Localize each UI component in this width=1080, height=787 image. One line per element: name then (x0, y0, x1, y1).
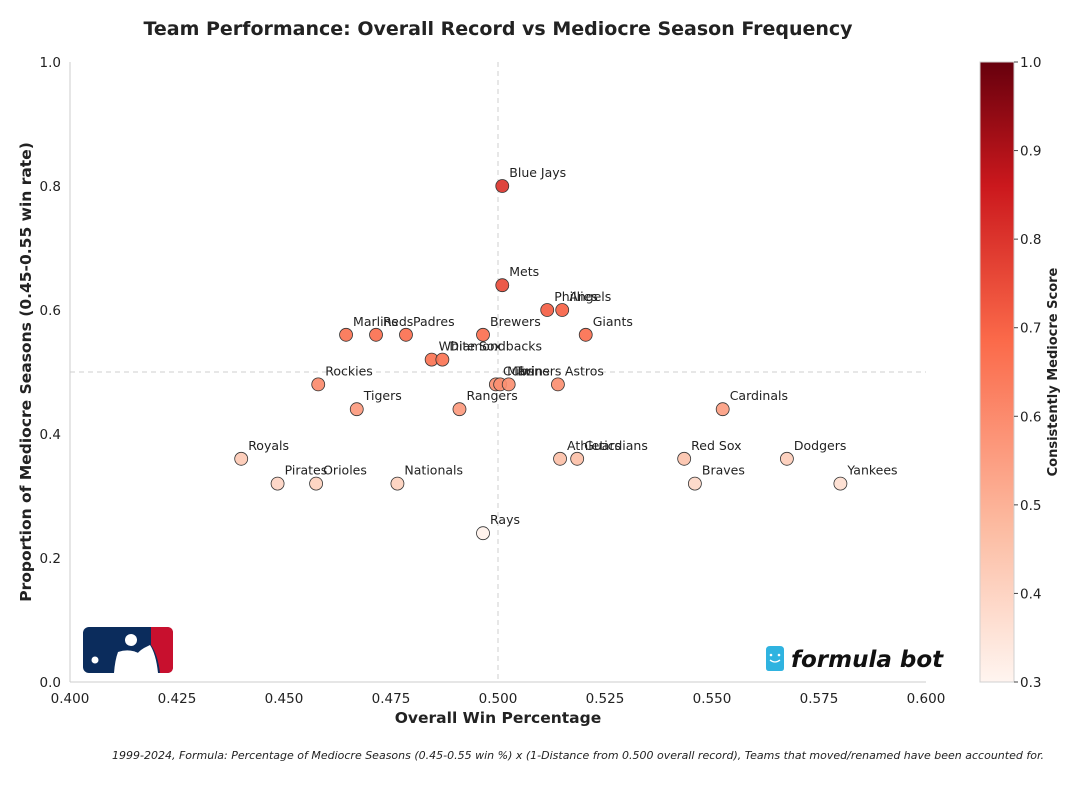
chart-title: Team Performance: Overall Record vs Medi… (143, 18, 853, 40)
x-axis-label: Overall Win Percentage (395, 709, 602, 727)
point-label-reds: Reds (383, 314, 413, 329)
x-tick-label: 0.450 (265, 691, 304, 707)
point-red-sox (677, 451, 692, 466)
point-reds (369, 327, 383, 342)
point-label-mets: Mets (509, 264, 539, 279)
x-tick-label: 0.425 (158, 691, 197, 707)
colorbar: 0.3 0.4 0.5 0.6 0.7 0.8 0.9 1.0 Consistently Me… (979, 55, 1061, 691)
y-axis-label: Proportion of Mediocre Seasons (0.45-0.5… (17, 142, 35, 602)
point-label-guardians: Guardians (584, 438, 648, 453)
point-label-nationals: Nationals (404, 463, 463, 478)
x-tick-label: 0.475 (372, 691, 411, 707)
point-diamondbacks (435, 352, 450, 367)
point-guardians (570, 451, 585, 466)
point-label-rockies: Rockies (325, 363, 373, 378)
x-tick-label: 0.500 (479, 691, 518, 707)
point-marlins (339, 327, 353, 342)
colorbar-tick-label: 0.9 (1020, 144, 1041, 160)
colorbar-tick-label: 1.0 (1020, 55, 1041, 71)
colorbar-ticks: 0.3 0.4 0.5 0.6 0.7 0.8 0.9 1.0 (1014, 55, 1041, 691)
colorbar-tick-label: 0.8 (1020, 232, 1041, 248)
point-label-white-sox: White Sox (439, 339, 502, 354)
y-tick-label: 0.4 (40, 427, 61, 443)
point-label-phillies: Phillies (554, 289, 598, 304)
formula-bot-brand: formula bot (766, 646, 944, 673)
formula-bot-text: formula bot (791, 647, 944, 673)
point-cardinals (715, 402, 730, 417)
point-label-pirates: Pirates (285, 463, 328, 478)
point-athletics (553, 451, 567, 466)
y-tick-label: 1.0 (40, 55, 61, 71)
point-label-mariners: Mariners (507, 363, 561, 378)
colorbar-tick-label: 0.4 (1020, 586, 1041, 602)
point-label-dodgers: Dodgers (794, 438, 846, 453)
colorbar-tick-label: 0.7 (1020, 321, 1041, 337)
point-rangers (452, 402, 467, 417)
point-label-brewers: Brewers (490, 314, 541, 329)
point-label-rays: Rays (490, 512, 520, 527)
x-tick-labels: 0.400 0.425 0.450 0.475 0.500 0.525 0.550 0.575… (51, 691, 946, 707)
point-rays (476, 526, 490, 541)
colorbar-tick-label: 0.5 (1020, 498, 1041, 514)
point-braves (687, 476, 702, 491)
point-label-braves: Braves (702, 463, 745, 478)
x-tick-label: 0.575 (800, 691, 839, 707)
point-label-red-sox: Red Sox (691, 438, 741, 453)
point-label-padres: Padres (413, 314, 455, 329)
point-mets (495, 278, 510, 293)
point-label-marlins: Marlins (353, 314, 398, 329)
point-yankees (833, 476, 848, 491)
y-tick-label: 0.0 (40, 675, 61, 691)
point-brewers (476, 327, 490, 342)
x-tick-label: 0.400 (51, 691, 90, 707)
plot-area: 0.400 0.425 0.450 0.475 0.500 0.525 0.550 0.575… (40, 55, 946, 707)
point-label-athletics: Athletics (567, 438, 621, 453)
point-giants (578, 327, 593, 342)
point-orioles (309, 476, 324, 491)
point-label-yankees: Yankees (846, 463, 897, 478)
point-phillies (540, 303, 555, 317)
point-label-blue-jays: Blue Jays (509, 165, 566, 180)
point-astros (551, 377, 565, 392)
y-tick-label: 0.6 (40, 303, 61, 319)
point-label-cubs: Cubs (503, 363, 534, 378)
point-tigers (349, 402, 364, 417)
x-tick-label: 0.550 (693, 691, 732, 707)
point-label-angels: Angels (569, 289, 611, 304)
point-nationals (390, 476, 405, 491)
point-label-twins: Twins (515, 363, 550, 378)
colorbar-tick-label: 0.6 (1020, 409, 1041, 425)
y-tick-labels: 0.0 0.2 0.4 0.6 0.8 1.0 (40, 55, 61, 691)
point-dodgers (780, 451, 794, 466)
y-tick-label: 0.2 (40, 551, 61, 567)
y-tick-label: 0.8 (40, 179, 61, 195)
point-label-rangers: Rangers (466, 388, 517, 403)
point-label-astros: Astros (565, 363, 604, 378)
point-label-giants: Giants (593, 314, 633, 329)
point-padres (399, 327, 413, 342)
scatter-points (234, 179, 848, 541)
point-twins (501, 377, 516, 392)
point-pirates (270, 476, 285, 491)
footnote: 1999-2024, Formula: Percentage of Medioc… (112, 749, 1044, 762)
point-label-cardinals: Cardinals (730, 388, 788, 403)
formula-bot-icon (766, 646, 784, 671)
point-angels (555, 303, 570, 317)
reference-lines (70, 62, 926, 682)
point-blue-jays (495, 179, 510, 193)
colorbar-label: Consistently Mediocre Score (1046, 267, 1061, 476)
colorbar-gradient (979, 61, 1015, 683)
point-label-orioles: Orioles (323, 463, 367, 478)
point-label-diamondbacks: Diamondbacks (449, 339, 542, 354)
point-rockies (311, 377, 326, 392)
x-tick-label: 0.525 (586, 691, 625, 707)
point-label-tigers: Tigers (363, 388, 402, 403)
x-tick-label: 0.600 (907, 691, 946, 707)
mlb-logo (83, 627, 173, 673)
point-royals (234, 451, 249, 466)
point-label-royals: Royals (248, 438, 289, 453)
colorbar-tick-label: 0.3 (1020, 675, 1041, 691)
